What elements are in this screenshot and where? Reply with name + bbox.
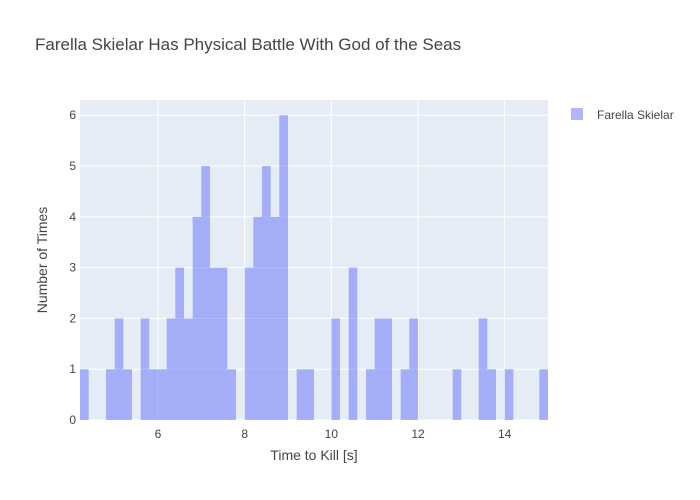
x-tick-label: 10 [325, 427, 339, 441]
legend-swatch[interactable] [571, 108, 583, 120]
histogram-bar[interactable] [244, 267, 254, 420]
y-tick-label: 6 [69, 108, 76, 122]
x-tick-label: 8 [241, 427, 248, 441]
histogram-bar[interactable] [383, 318, 392, 420]
histogram-bar[interactable] [140, 318, 150, 420]
histogram-bar[interactable] [305, 369, 314, 420]
histogram-bar[interactable] [400, 369, 410, 420]
y-tick-label: 0 [69, 413, 76, 427]
y-tick-label: 5 [69, 159, 76, 173]
y-axis-ticks: 0 1 2 3 4 5 6 [69, 108, 76, 427]
histogram-bar[interactable] [210, 267, 219, 420]
x-axis-ticks: 6 8 10 12 14 [155, 427, 512, 441]
histogram-bar[interactable] [158, 369, 167, 420]
x-tick-label: 14 [498, 427, 512, 441]
y-tick-label: 1 [69, 362, 76, 376]
histogram-bar[interactable] [218, 267, 228, 420]
histogram-bar[interactable] [166, 318, 176, 420]
x-axis-title: Time to Kill [s] [270, 447, 357, 463]
y-tick-label: 4 [69, 210, 76, 224]
histogram-bar[interactable] [262, 166, 271, 420]
grid-lines [80, 100, 548, 421]
x-tick-label: 12 [411, 427, 425, 441]
histogram-bar[interactable] [80, 369, 89, 420]
histogram-bar[interactable] [184, 318, 193, 420]
histogram-bar[interactable] [504, 369, 514, 420]
y-tick-label: 2 [69, 311, 76, 325]
histogram-bar[interactable] [227, 369, 236, 420]
histogram-bar[interactable] [478, 318, 488, 420]
histogram-bar[interactable] [123, 369, 132, 420]
legend-label[interactable]: Farella Skielar [597, 108, 674, 122]
histogram-bar[interactable] [149, 369, 158, 420]
y-tick-label: 3 [69, 261, 76, 275]
histogram-bar[interactable] [192, 216, 202, 420]
histogram-bar[interactable] [175, 267, 184, 420]
histogram-bar[interactable] [331, 318, 340, 420]
histogram-bar[interactable] [270, 216, 280, 420]
histogram-bar[interactable] [539, 369, 548, 420]
histogram-bar[interactable] [374, 318, 384, 420]
x-tick-label: 6 [155, 427, 162, 441]
histogram-bar[interactable] [279, 115, 288, 420]
chart-title: Farella Skielar Has Physical Battle With… [35, 35, 461, 54]
histogram-bar[interactable] [253, 216, 262, 420]
histogram-bar[interactable] [348, 267, 358, 420]
bars [80, 115, 548, 420]
histogram-bar[interactable] [106, 369, 115, 420]
histogram-bar[interactable] [409, 318, 418, 420]
histogram-bar[interactable] [487, 369, 496, 420]
histogram-bar[interactable] [366, 369, 375, 420]
legend[interactable]: Farella Skielar [571, 108, 674, 122]
histogram-bar[interactable] [114, 318, 124, 420]
histogram-bar[interactable] [201, 166, 210, 420]
histogram-bar[interactable] [296, 369, 306, 420]
histogram-bar[interactable] [452, 369, 462, 420]
y-axis-title: Number of Times [34, 207, 50, 314]
